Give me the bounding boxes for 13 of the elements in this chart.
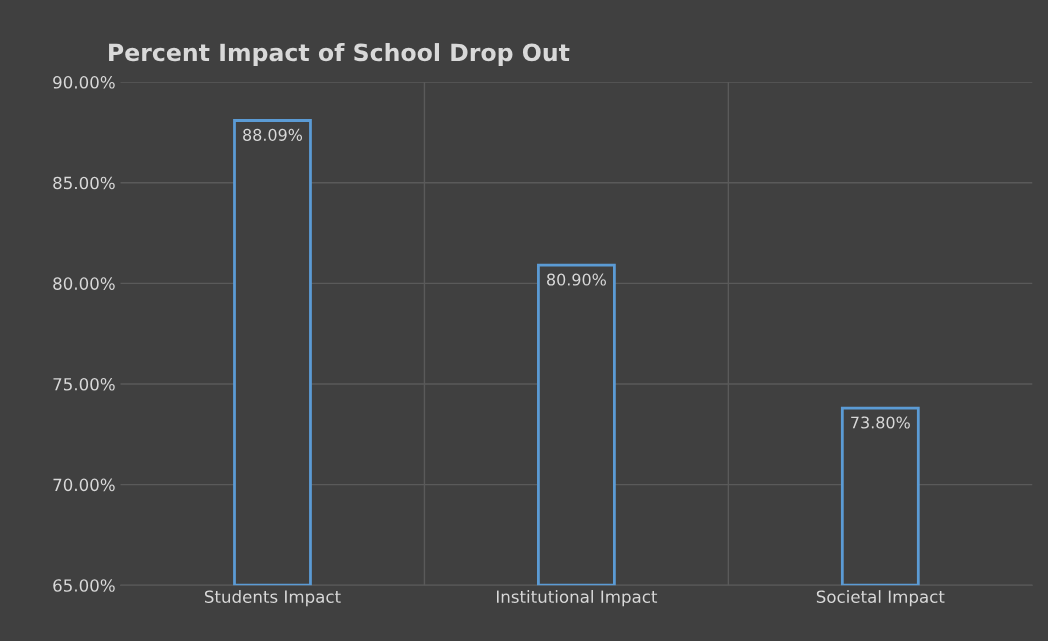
data-label: 73.80%: [851, 416, 910, 429]
y-tick-label: 65.00%: [53, 579, 115, 592]
y-tick-label: 90.00%: [53, 76, 115, 89]
data-label: 88.09%: [243, 128, 303, 141]
y-tick-label: 85.00%: [53, 176, 115, 190]
y-tick-label: 70.00%: [53, 478, 115, 492]
x-tick-label: Students Impact: [204, 590, 341, 607]
data-label: 80.90%: [547, 273, 606, 286]
y-tick-label: 75.00%: [53, 377, 115, 391]
chart-title: Percent Impact of School Drop Out: [109, 43, 570, 66]
x-tick-label: Institutional Impact: [496, 590, 658, 607]
x-tick-label: Societal Impact: [816, 590, 945, 607]
y-tick-label: 80.00%: [53, 277, 115, 290]
